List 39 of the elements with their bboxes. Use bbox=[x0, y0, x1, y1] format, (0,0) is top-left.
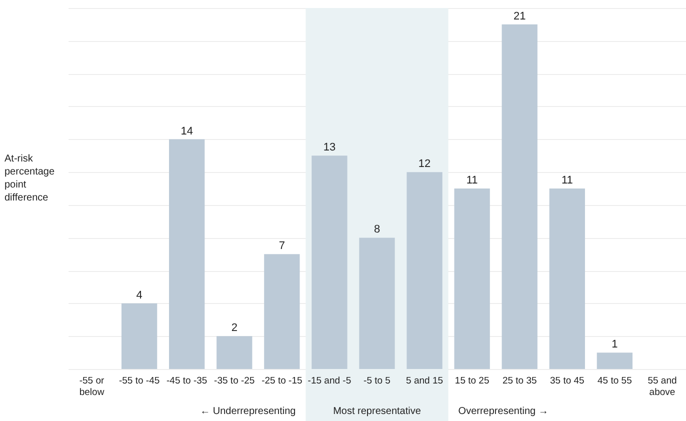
x-tick-label: 25 to 35 bbox=[502, 376, 537, 386]
data-label: 12 bbox=[418, 158, 431, 170]
bar bbox=[549, 188, 585, 369]
bar bbox=[454, 188, 490, 369]
data-label: 2 bbox=[231, 322, 238, 334]
x-tick-label: -45 to -35 bbox=[166, 376, 208, 386]
band-label: Most representative bbox=[333, 406, 422, 417]
x-tick-label: 55 and above bbox=[648, 376, 677, 398]
data-label: 7 bbox=[278, 240, 285, 252]
bar bbox=[359, 238, 395, 369]
data-label: 1 bbox=[612, 338, 618, 351]
data-label: 14 bbox=[180, 125, 193, 138]
x-tick-label: -35 to -25 bbox=[214, 376, 255, 386]
bar bbox=[216, 336, 252, 369]
x-tick-label: -5 to 5 bbox=[364, 376, 390, 386]
y-axis-title: At-risk percentage point difference bbox=[4, 154, 55, 204]
bar bbox=[406, 172, 442, 369]
text: Overrepresenting → bbox=[458, 406, 548, 417]
x-tick-label: -25 to -15 bbox=[262, 376, 302, 386]
bar bbox=[596, 352, 633, 369]
bar bbox=[264, 254, 300, 369]
x-tick-label: -55 or below bbox=[79, 376, 104, 398]
bar bbox=[169, 139, 205, 369]
data-label: 4 bbox=[136, 289, 142, 302]
x-tick-label: -55 to -45 bbox=[118, 376, 160, 386]
data-label: 11 bbox=[466, 174, 478, 186]
x-tick-label: 15 to 25 bbox=[454, 376, 490, 386]
text: ← Underrepresenting bbox=[200, 406, 296, 417]
data-label: 21 bbox=[513, 10, 526, 22]
bar bbox=[502, 24, 538, 369]
bar bbox=[121, 303, 158, 369]
data-label: 11 bbox=[561, 174, 573, 186]
data-label: 8 bbox=[374, 224, 380, 236]
data-label: 13 bbox=[323, 142, 336, 154]
x-tick-label: 35 to 45 bbox=[550, 376, 584, 386]
bar bbox=[312, 156, 348, 369]
x-tick-label: 45 to 55 bbox=[598, 376, 632, 386]
x-tick-label: -15 and -5 bbox=[308, 376, 352, 386]
x-tick-label: 5 and 15 bbox=[406, 376, 444, 386]
